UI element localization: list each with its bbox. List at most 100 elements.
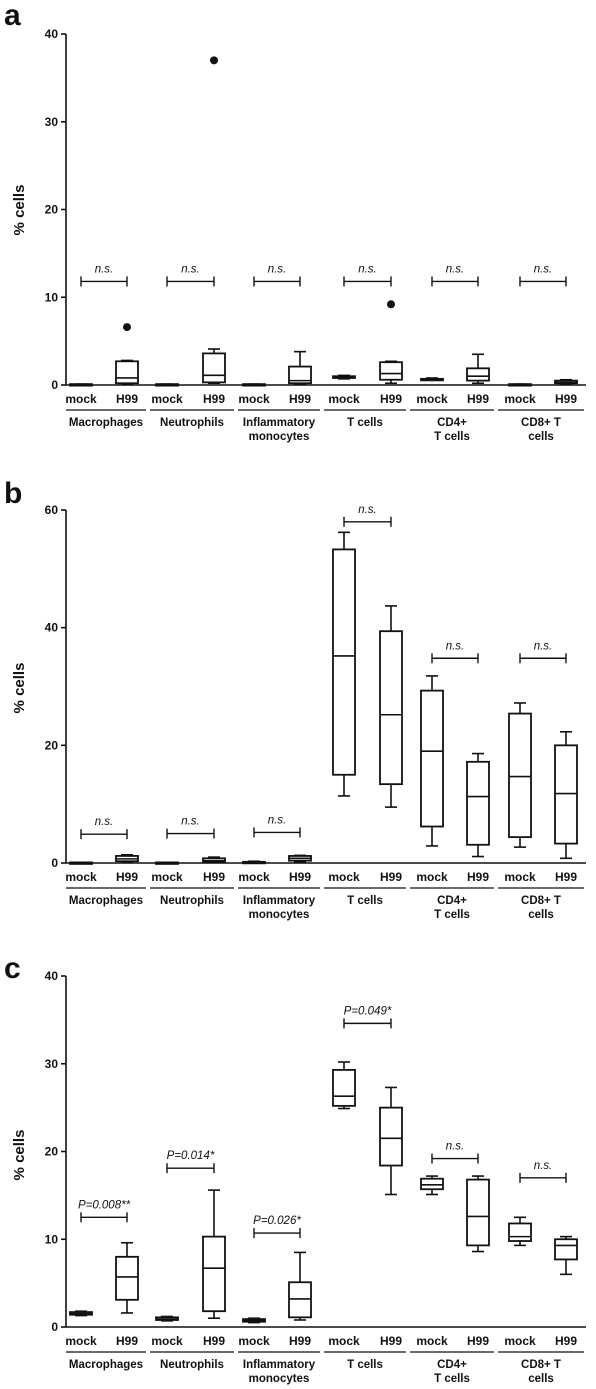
outlier-point [387,300,395,309]
box-iqr [115,360,139,385]
box-h99-12 [554,378,578,385]
box-h99-4 [202,856,226,864]
x-tick-label: mock [151,1334,183,1348]
box-iqr [420,689,444,828]
box-iqr [466,1178,490,1247]
y-tick-label: 0 [51,856,58,870]
box-h99-6 [288,1251,312,1321]
box-h99-10 [466,353,490,385]
box-h99-10 [466,752,490,858]
y-tick-label: 20 [45,1145,59,1159]
x-tick-label: H99 [203,1334,225,1348]
box-mock-9 [420,377,444,382]
box-mock-11 [508,702,532,848]
significance-label: n.s. [268,263,287,275]
x-tick-label: mock [416,392,448,406]
group-label: Neutrophils [160,1359,224,1371]
x-tick-label: mock [65,392,97,406]
group-label: Inflammatory [243,1359,316,1371]
chart-panel-c: c 0 10 20 30 40 % cells mock H99 mock H99 mock H99 mo… [4,952,586,1385]
significance-bracket: n.s. [166,263,215,287]
x-tick-label: mock [151,392,183,406]
x-tick-label: H99 [380,870,402,884]
group-label: T cells [347,417,383,429]
x-tick-label: mock [328,1334,360,1348]
group-label: T cells [434,1373,470,1385]
group-label: T cells [434,431,470,443]
y-axis-title: % cells [11,1130,28,1181]
x-tick-label: mock [238,870,270,884]
y-tick-label: 10 [45,290,59,304]
x-tick-label: mock [416,870,448,884]
significance-bracket: n.s. [431,640,479,664]
x-tick-label: H99 [289,392,311,406]
box-mock-3 [155,383,179,387]
box-mock-7 [332,374,356,380]
group-label: CD4+ [437,1359,467,1371]
box-mock-1 [69,383,93,387]
box-mock-5 [242,383,266,387]
box-h99-10 [466,1175,490,1253]
significance-label: n.s. [358,504,377,516]
significance-bracket: P=0.049* [343,1005,392,1029]
panel-label: a [4,0,21,32]
outlier-point [123,323,131,332]
box-iqr [288,365,312,385]
x-tick-label: H99 [467,1334,489,1348]
box-iqr [379,1106,403,1167]
box-mock-11 [508,383,532,387]
x-tick-label: mock [416,1334,448,1348]
chart-panel-a: a 0 10 20 30 40 % cells mock H99 mock H99 mock H99 mo… [4,0,586,443]
x-tick-label: H99 [555,1334,577,1348]
y-tick-label: 20 [45,738,59,752]
group-label: T cells [347,895,383,907]
significance-label: n.s. [534,640,553,652]
x-tick-label: H99 [555,870,577,884]
significance-bracket: n.s. [431,1141,479,1164]
significance-label: P=0.014* [167,1150,215,1162]
x-tick-label: mock [328,392,360,406]
box-iqr [554,1238,578,1261]
group-label: cells [528,431,554,443]
box-mock-1 [69,1310,93,1317]
box-iqr [420,1177,444,1191]
box-iqr [508,712,532,839]
significance-bracket: n.s. [80,816,128,840]
significance-label: n.s. [446,1141,465,1153]
significance-label: n.s. [268,814,287,826]
x-tick-label: H99 [116,392,138,406]
x-tick-label: H99 [467,392,489,406]
significance-label: n.s. [358,263,377,275]
x-tick-label: H99 [116,1334,138,1348]
group-label: monocytes [249,431,310,443]
group-label: CD8+ T [521,1359,561,1371]
x-tick-label: mock [151,870,183,884]
x-tick-label: H99 [289,1334,311,1348]
x-tick-label: H99 [380,1334,402,1348]
y-tick-label: 30 [45,115,59,129]
x-tick-label: H99 [380,392,402,406]
box-iqr [379,361,403,381]
y-tick-label: 30 [45,1057,59,1071]
x-tick-label: H99 [116,870,138,884]
x-tick-label: H99 [203,870,225,884]
box-iqr [202,1235,226,1313]
significance-bracket: n.s. [519,1160,567,1183]
group-label: Inflammatory [243,417,316,429]
group-label: Macrophages [69,417,143,429]
box-mock-11 [508,1216,532,1247]
x-tick-label: mock [238,392,270,406]
significance-bracket: n.s. [519,263,567,287]
significance-label: P=0.008** [78,1199,131,1211]
box-mock-9 [420,1175,444,1196]
panel-label: c [4,952,21,985]
box-mock-5 [242,1317,266,1324]
significance-bracket: n.s. [343,263,392,287]
x-tick-label: H99 [203,392,225,406]
group-label: CD8+ T [521,895,561,907]
significance-label: n.s. [95,263,114,275]
box-mock-1 [69,861,93,865]
x-tick-label: H99 [555,392,577,406]
box-iqr [332,548,356,776]
